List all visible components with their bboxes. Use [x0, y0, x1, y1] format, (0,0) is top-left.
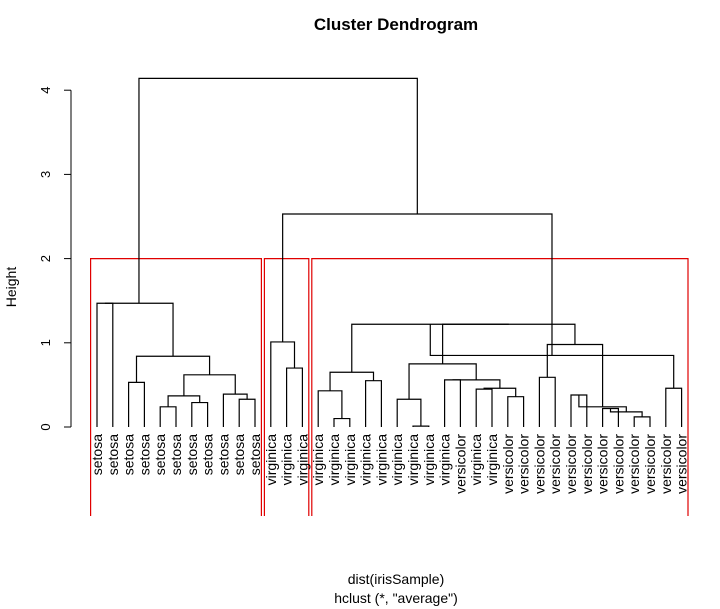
leaf-label: versicolor	[674, 434, 690, 494]
dendrogram-link	[408, 363, 477, 400]
y-tick-label: 1	[38, 339, 53, 346]
leaf-label: versicolor	[626, 434, 642, 494]
leaf-label: versicolor	[500, 434, 516, 494]
leaf-label: virginica	[437, 434, 453, 486]
dendrogram-link	[104, 302, 174, 357]
dendrogram-link	[452, 379, 501, 389]
dendrogram-link	[351, 323, 509, 373]
dendrogram-link	[270, 341, 296, 427]
y-tick-label: 2	[38, 255, 53, 262]
method-sublabel: hclust (*, "average")	[334, 590, 458, 606]
dendrogram-link	[633, 416, 651, 427]
dendrogram-link	[183, 374, 236, 396]
leaf-label: setosa	[105, 434, 121, 475]
dendrogram-link	[191, 401, 209, 427]
leaf-label: versicolor	[452, 434, 468, 494]
leaf-label: versicolor	[579, 434, 595, 494]
dendrogram-link	[475, 388, 493, 427]
dendrogram-link	[167, 395, 201, 407]
leaf-label: setosa	[168, 434, 184, 475]
dendrogram-link	[286, 367, 303, 427]
dendrogram-link	[317, 390, 343, 427]
leaf-label: virginica	[263, 434, 279, 486]
leaf-label: virginica	[342, 434, 358, 486]
leaf-label: virginica	[468, 434, 484, 486]
leaf-label: virginica	[358, 434, 374, 486]
leaf-label: setosa	[231, 434, 247, 475]
leaf-label: setosa	[200, 434, 216, 475]
leaf-label: versicolor	[547, 434, 563, 494]
leaf-label: versicolor	[563, 434, 579, 494]
leaf-label: virginica	[326, 434, 342, 486]
leaf-label: versicolor	[531, 434, 547, 494]
leaf-label: versicolor	[610, 434, 626, 494]
y-axis: 0 1 2 3 4	[38, 87, 72, 431]
dendrogram-link	[396, 398, 422, 427]
cluster-rects	[90, 258, 689, 516]
dendrogram-link	[159, 406, 177, 427]
dendrogram-link	[329, 371, 375, 391]
leaf-label: virginica	[373, 434, 389, 486]
dendrogram-link	[238, 398, 256, 427]
dendrogram-link	[333, 417, 351, 427]
leaf-label: virginica	[421, 434, 437, 486]
x-axis-label: dist(irisSample)	[348, 571, 444, 587]
leaf-label: setosa	[136, 434, 152, 475]
dendrogram-links	[96, 77, 683, 427]
cluster-rect	[263, 258, 310, 516]
leaf-label: virginica	[405, 434, 421, 486]
dendrogram-link	[135, 355, 211, 383]
chart-title: Cluster Dendrogram	[314, 15, 478, 34]
leaf-label: virginica	[279, 434, 295, 486]
y-axis-label: Height	[3, 267, 19, 308]
leaf-label: versicolor	[658, 434, 674, 494]
y-tick-label: 0	[38, 423, 53, 430]
dendrogram-link	[96, 302, 114, 427]
leaf-labels: setosa setosa setosa setosa setosa setosa seto…	[89, 434, 690, 494]
dendrogram-link	[412, 425, 430, 427]
leaf-label: setosa	[121, 434, 137, 475]
leaf-label: virginica	[389, 434, 405, 486]
dendrogram-link	[444, 379, 461, 427]
dendrogram-link	[507, 396, 525, 427]
leaf-label: setosa	[247, 434, 263, 475]
leaf-label: setosa	[152, 434, 168, 475]
leaf-label: versicolor	[642, 434, 658, 494]
leaf-label: setosa	[89, 434, 105, 475]
dendrogram-link	[282, 213, 553, 356]
cluster-rect	[311, 258, 689, 516]
leaf-label: setosa	[215, 434, 231, 475]
leaf-label: virginica	[484, 434, 500, 486]
leaf-label: setosa	[184, 434, 200, 475]
leaf-label: versicolor	[516, 434, 532, 494]
dendrogram-link	[365, 380, 382, 427]
dendrogram-link	[128, 381, 145, 427]
leaf-label: versicolor	[595, 434, 611, 494]
y-tick-label: 4	[38, 87, 53, 94]
cluster-rect	[90, 258, 262, 516]
leaf-label: virginica	[310, 434, 326, 486]
dendrogram-link	[538, 376, 556, 427]
y-tick-label: 3	[38, 171, 53, 178]
dendrogram-link	[138, 77, 418, 304]
dendrogram-link	[665, 387, 683, 427]
leaf-label: virginica	[294, 434, 310, 486]
